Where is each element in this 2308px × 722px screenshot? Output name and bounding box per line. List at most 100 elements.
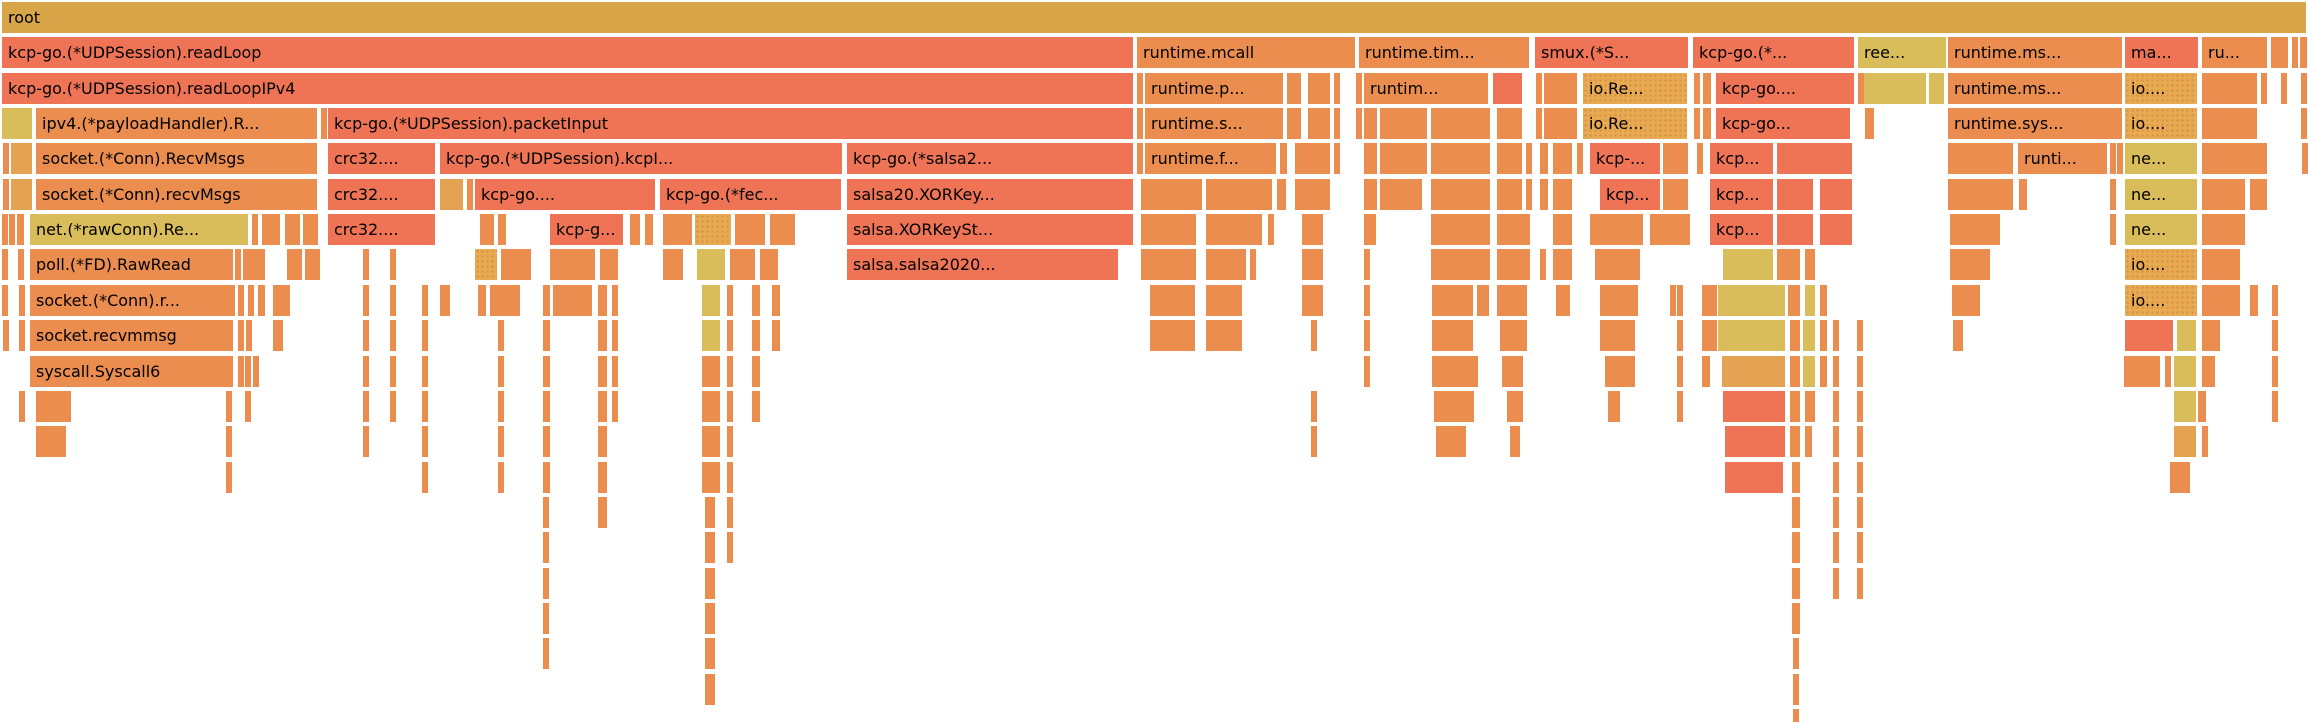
flame-frame[interactable]: [1857, 532, 1863, 563]
flame-frame[interactable]: [390, 356, 396, 387]
flame-frame-labeled[interactable]: kcp-go...: [1716, 108, 1850, 139]
flame-frame[interactable]: [1507, 391, 1523, 422]
flame-frame-labeled[interactable]: ree...: [1858, 37, 1946, 68]
flame-frame-labeled[interactable]: kcp-...: [1590, 143, 1660, 174]
flame-frame[interactable]: [498, 214, 506, 245]
flame-frame[interactable]: [1277, 179, 1286, 210]
flame-frame-labeled[interactable]: kcp-go.(*UDPSession).kcpI...: [440, 143, 842, 174]
flame-frame[interactable]: [245, 391, 251, 422]
flame-frame[interactable]: [1792, 603, 1800, 634]
flame-frame[interactable]: [612, 320, 618, 351]
flame-frame[interactable]: [612, 356, 618, 387]
flame-frame-labeled[interactable]: runtime.ms...: [1948, 73, 2122, 104]
flame-frame[interactable]: [238, 320, 244, 351]
flame-frame[interactable]: [1364, 356, 1370, 387]
flame-frame-labeled[interactable]: runtime.f...: [1145, 143, 1276, 174]
flame-frame[interactable]: [1790, 356, 1800, 387]
flame-frame[interactable]: [553, 285, 592, 316]
flame-frame[interactable]: [2202, 426, 2208, 457]
flame-frame[interactable]: [727, 356, 733, 387]
flame-frame[interactable]: [440, 179, 463, 210]
flame-frame[interactable]: [490, 285, 520, 316]
flame-frame[interactable]: [1268, 214, 1274, 245]
flame-frame[interactable]: [498, 391, 504, 422]
flame-frame[interactable]: [2019, 179, 2027, 210]
flame-frame-labeled[interactable]: kcp...: [1710, 179, 1773, 210]
flame-frame[interactable]: [422, 320, 428, 351]
flame-frame[interactable]: [1805, 391, 1815, 422]
flame-frame[interactable]: [1792, 568, 1800, 599]
flame-frame[interactable]: [252, 214, 258, 245]
flame-frame[interactable]: [752, 356, 760, 387]
flame-frame[interactable]: [1677, 391, 1683, 422]
flame-frame-labeled[interactable]: ne...: [2125, 214, 2197, 245]
flame-frame[interactable]: [1364, 320, 1370, 351]
flame-frame[interactable]: [1206, 249, 1246, 280]
flame-frame[interactable]: [2, 214, 8, 245]
flame-frame[interactable]: [702, 462, 720, 493]
flame-frame[interactable]: [390, 285, 396, 316]
flame-frame-labeled[interactable]: kcp...: [1600, 179, 1660, 210]
flame-frame-labeled[interactable]: kcp-go....: [1716, 73, 1854, 104]
flame-frame[interactable]: [2272, 285, 2278, 316]
flame-frame[interactable]: [705, 603, 715, 634]
flame-frame[interactable]: [1380, 108, 1427, 139]
flame-frame[interactable]: [2170, 462, 2190, 493]
flame-frame[interactable]: [2272, 356, 2278, 387]
flame-frame[interactable]: [1718, 320, 1785, 351]
flame-frame-labeled[interactable]: net.(*rawConn).Re...: [30, 214, 248, 245]
flame-frame[interactable]: [1432, 285, 1473, 316]
flame-frame-labeled[interactable]: runti...: [2018, 143, 2107, 174]
flame-frame[interactable]: [363, 320, 369, 351]
flame-frame[interactable]: [1497, 179, 1522, 210]
flame-frame[interactable]: [1510, 426, 1520, 457]
flame-frame[interactable]: [3, 320, 9, 351]
flame-frame[interactable]: [1137, 108, 1143, 139]
flame-frame[interactable]: [705, 674, 715, 705]
flame-frame[interactable]: [235, 249, 241, 280]
flame-frame[interactable]: [1526, 179, 1532, 210]
flame-frame[interactable]: [2202, 143, 2267, 174]
flame-frame[interactable]: [1820, 214, 1852, 245]
flame-frame[interactable]: [1865, 108, 1874, 139]
flame-frame[interactable]: [1723, 249, 1773, 280]
flame-frame[interactable]: [543, 497, 549, 528]
flame-frame[interactable]: [1929, 73, 1944, 104]
flame-frame[interactable]: [1833, 391, 1839, 422]
flame-frame-labeled[interactable]: io....: [2125, 249, 2197, 280]
flame-frame[interactable]: [1605, 356, 1635, 387]
flame-frame[interactable]: [1526, 143, 1532, 174]
flame-frame[interactable]: [1805, 249, 1815, 280]
flame-frame[interactable]: [1703, 73, 1711, 104]
flame-frame[interactable]: [36, 426, 66, 457]
flame-frame[interactable]: [663, 214, 692, 245]
flame-frame[interactable]: [478, 285, 486, 316]
flame-frame[interactable]: [1302, 179, 1323, 210]
flame-frame[interactable]: [730, 249, 755, 280]
flame-frame[interactable]: [1334, 143, 1340, 174]
flame-frame-labeled[interactable]: kcp...: [1710, 214, 1773, 245]
flame-frame[interactable]: [19, 285, 25, 316]
flame-frame[interactable]: [2165, 356, 2171, 387]
flame-frame-labeled[interactable]: runtim...: [1364, 73, 1488, 104]
flame-frame[interactable]: [543, 356, 550, 387]
flame-frame-labeled[interactable]: ma...: [2125, 37, 2198, 68]
flame-frame[interactable]: [2292, 37, 2298, 68]
flame-frame[interactable]: [550, 249, 595, 280]
flame-frame[interactable]: [1663, 143, 1688, 174]
flame-frame-labeled[interactable]: io....: [2125, 285, 2197, 316]
flame-frame[interactable]: [1311, 320, 1317, 351]
flame-frame[interactable]: [543, 638, 549, 669]
flame-frame[interactable]: [1497, 143, 1522, 174]
flame-frame[interactable]: [1793, 674, 1799, 705]
flame-frame[interactable]: [1434, 391, 1474, 422]
flame-frame[interactable]: [1833, 320, 1839, 351]
flame-frame[interactable]: [543, 603, 549, 634]
flame-frame[interactable]: [2117, 143, 2123, 174]
flame-frame[interactable]: [1364, 285, 1370, 316]
flame-frame[interactable]: [695, 214, 731, 245]
flame-frame[interactable]: [1141, 214, 1196, 245]
flame-frame[interactable]: [752, 391, 760, 422]
flame-frame[interactable]: [1702, 320, 1717, 351]
flame-frame[interactable]: [303, 214, 318, 245]
